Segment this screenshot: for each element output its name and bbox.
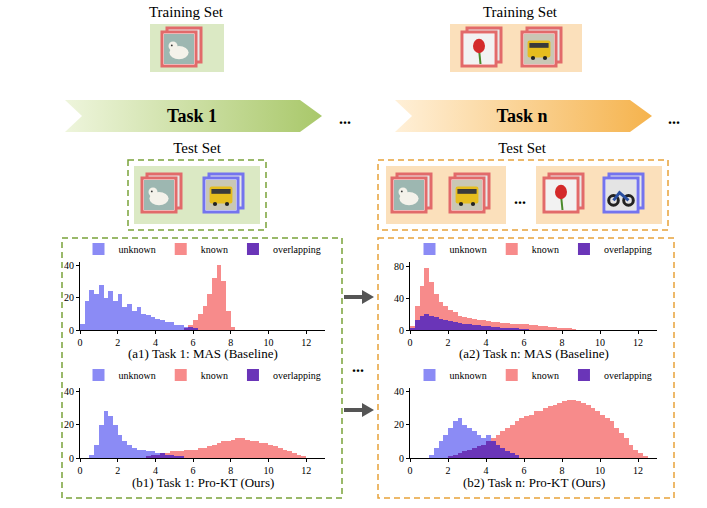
svg-text:20: 20 <box>394 419 404 430</box>
svg-text:10: 10 <box>595 337 605 348</box>
svg-text:overlapping: overlapping <box>273 370 321 381</box>
svg-text:...: ... <box>514 190 526 207</box>
svg-text:known: known <box>532 244 559 255</box>
svg-text:0: 0 <box>399 325 404 336</box>
svg-text:...: ... <box>352 358 364 375</box>
svg-text:10: 10 <box>263 465 273 476</box>
svg-text:overlapping: overlapping <box>604 244 652 255</box>
svg-text:overlapping: overlapping <box>604 370 652 381</box>
svg-text:(a1) Task 1: MAS (Baseline): (a1) Task 1: MAS (Baseline) <box>128 346 278 361</box>
svg-text:unknown: unknown <box>450 370 487 381</box>
svg-text:6: 6 <box>191 465 196 476</box>
svg-text:2: 2 <box>115 337 120 348</box>
svg-text:40: 40 <box>394 386 404 397</box>
svg-text:80: 80 <box>394 261 404 272</box>
svg-text:0: 0 <box>408 337 413 348</box>
svg-text:12: 12 <box>301 465 311 476</box>
svg-text:0: 0 <box>69 325 74 336</box>
svg-text:10: 10 <box>263 337 273 348</box>
svg-text:6: 6 <box>522 337 527 348</box>
svg-text:6: 6 <box>522 465 527 476</box>
svg-text:2: 2 <box>446 465 451 476</box>
svg-text:(b1) Task 1: Pro-KT (Ours): (b1) Task 1: Pro-KT (Ours) <box>132 475 274 490</box>
svg-text:0: 0 <box>408 465 413 476</box>
svg-text:Training Set: Training Set <box>483 4 558 20</box>
svg-text:8: 8 <box>560 337 565 348</box>
svg-text:20: 20 <box>64 292 74 303</box>
svg-text:2: 2 <box>446 337 451 348</box>
svg-text:6: 6 <box>191 337 196 348</box>
svg-text:8: 8 <box>560 465 565 476</box>
svg-text:0: 0 <box>399 453 404 464</box>
svg-text:overlapping: overlapping <box>273 244 321 255</box>
svg-text:8: 8 <box>228 465 233 476</box>
svg-text:4: 4 <box>484 337 489 348</box>
svg-text:unknown: unknown <box>119 244 156 255</box>
svg-text:Test Set: Test Set <box>173 140 222 156</box>
svg-text:0: 0 <box>69 453 74 464</box>
svg-text:4: 4 <box>153 465 158 476</box>
svg-text:known: known <box>532 370 559 381</box>
svg-text:Task n: Task n <box>497 106 548 126</box>
svg-text:unknown: unknown <box>450 244 487 255</box>
svg-text:40: 40 <box>394 293 404 304</box>
svg-text:40: 40 <box>64 386 74 397</box>
svg-text:(b2) Task n: Pro-KT (Ours): (b2) Task n: Pro-KT (Ours) <box>463 475 605 490</box>
svg-text:2: 2 <box>115 465 120 476</box>
svg-text:known: known <box>201 244 228 255</box>
svg-text:4: 4 <box>484 465 489 476</box>
svg-text:...: ... <box>668 110 680 127</box>
svg-text:Training Set: Training Set <box>149 4 224 20</box>
svg-text:unknown: unknown <box>119 370 156 381</box>
svg-text:12: 12 <box>633 337 643 348</box>
svg-text:12: 12 <box>301 337 311 348</box>
svg-text:0: 0 <box>78 337 83 348</box>
svg-text:Task 1: Task 1 <box>167 106 217 126</box>
svg-text:4: 4 <box>153 337 158 348</box>
svg-text:20: 20 <box>64 419 74 430</box>
svg-text:Test Set: Test Set <box>498 140 547 156</box>
svg-text:8: 8 <box>228 337 233 348</box>
svg-text:40: 40 <box>64 260 74 271</box>
svg-text:known: known <box>201 370 228 381</box>
svg-text:12: 12 <box>633 465 643 476</box>
svg-text:10: 10 <box>595 465 605 476</box>
svg-text:0: 0 <box>78 465 83 476</box>
svg-text:(a2) Task n: MAS (Baseline): (a2) Task n: MAS (Baseline) <box>459 346 609 361</box>
svg-text:...: ... <box>339 110 351 127</box>
